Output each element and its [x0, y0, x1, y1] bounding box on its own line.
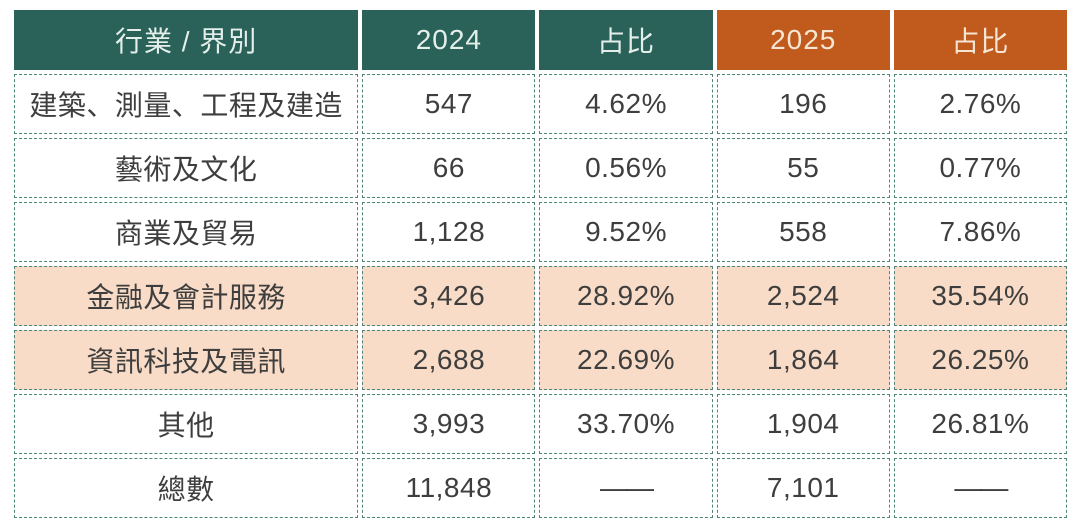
table-row: 其他 3,993 33.70% 1,904 26.81%: [14, 394, 1067, 454]
cell-count_2025: 55: [716, 138, 890, 198]
cell-count_2024: 3,426: [362, 266, 536, 326]
cell-share_2025: 26.25%: [893, 330, 1067, 390]
column-header-share_2025: 占比: [893, 10, 1067, 70]
table-header-row: 行業 / 界別 2024 占比 2025 占比: [14, 10, 1067, 70]
industry-stats-table: 行業 / 界別 2024 占比 2025 占比 建築、測量、工程及建造 547 4.62% 1…: [10, 6, 1071, 522]
cell-count_2024: 11,848: [362, 458, 536, 518]
cell-count_2025: 558: [716, 202, 890, 262]
column-header-count_2024: 2024: [362, 10, 536, 70]
cell-industry: 金融及會計服務: [14, 266, 359, 326]
cell-industry: 藝術及文化: [14, 138, 359, 198]
cell-count_2024: 547: [362, 74, 536, 134]
cell-count_2025: 7,101: [716, 458, 890, 518]
table-body: 建築、測量、工程及建造 547 4.62% 196 2.76% 藝術及文化 66 0.56% 5…: [14, 74, 1067, 518]
cell-industry: 資訊科技及電訊: [14, 330, 359, 390]
cell-count_2025: 1,864: [716, 330, 890, 390]
cell-count_2024: 3,993: [362, 394, 536, 454]
cell-share_2024: 28.92%: [539, 266, 713, 326]
cell-share_2025: 2.76%: [893, 74, 1067, 134]
column-header-count_2025: 2025: [716, 10, 890, 70]
table-row: 商業及貿易 1,128 9.52% 558 7.86%: [14, 202, 1067, 262]
cell-share_2025: ——: [893, 458, 1067, 518]
column-header-industry: 行業 / 界別: [14, 10, 359, 70]
cell-share_2025: 35.54%: [893, 266, 1067, 326]
cell-share_2024: 33.70%: [539, 394, 713, 454]
table-row: 藝術及文化 66 0.56% 55 0.77%: [14, 138, 1067, 198]
cell-count_2024: 2,688: [362, 330, 536, 390]
cell-share_2024: ——: [539, 458, 713, 518]
cell-count_2024: 66: [362, 138, 536, 198]
cell-industry: 商業及貿易: [14, 202, 359, 262]
cell-count_2024: 1,128: [362, 202, 536, 262]
table-row: 資訊科技及電訊 2,688 22.69% 1,864 26.25%: [14, 330, 1067, 390]
column-header-share_2024: 占比: [539, 10, 713, 70]
cell-count_2025: 196: [716, 74, 890, 134]
cell-share_2024: 22.69%: [539, 330, 713, 390]
table-header: 行業 / 界別 2024 占比 2025 占比: [14, 10, 1067, 70]
cell-share_2024: 0.56%: [539, 138, 713, 198]
cell-share_2025: 0.77%: [893, 138, 1067, 198]
cell-industry: 其他: [14, 394, 359, 454]
cell-count_2025: 1,904: [716, 394, 890, 454]
cell-share_2024: 9.52%: [539, 202, 713, 262]
table-row: 總數 11,848 —— 7,101 ——: [14, 458, 1067, 518]
table-row: 金融及會計服務 3,426 28.92% 2,524 35.54%: [14, 266, 1067, 326]
cell-share_2024: 4.62%: [539, 74, 713, 134]
cell-share_2025: 26.81%: [893, 394, 1067, 454]
cell-industry: 總數: [14, 458, 359, 518]
cell-share_2025: 7.86%: [893, 202, 1067, 262]
table-row: 建築、測量、工程及建造 547 4.62% 196 2.76%: [14, 74, 1067, 134]
cell-industry: 建築、測量、工程及建造: [14, 74, 359, 134]
cell-count_2025: 2,524: [716, 266, 890, 326]
